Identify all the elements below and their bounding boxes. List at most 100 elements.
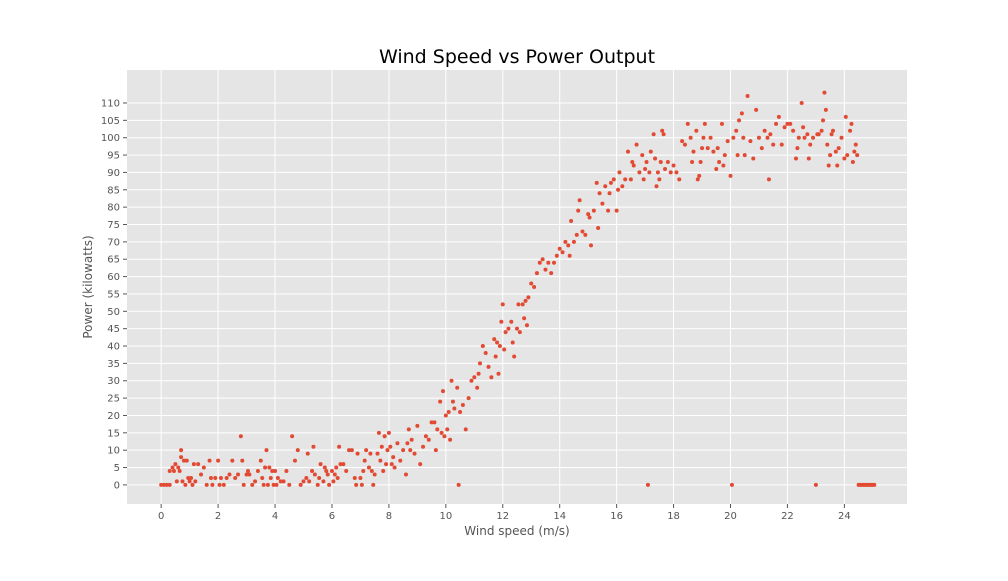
data-point [364,448,369,453]
data-point [628,177,633,182]
data-point [611,177,616,182]
data-point [510,340,515,345]
data-point [382,434,387,439]
data-point [745,94,750,99]
data-point [674,170,679,175]
data-point [190,482,195,487]
data-point [580,229,585,234]
data-point [230,458,235,463]
data-point [317,475,322,480]
data-point [714,166,719,171]
data-point [537,260,542,265]
data-point [189,475,194,480]
data-point [159,482,164,487]
data-point [378,458,383,463]
data-point [403,472,408,477]
data-point [170,465,175,470]
data-point [315,482,320,487]
data-point [543,267,548,272]
y-tick-label: 15 [107,428,120,439]
data-point [549,271,554,276]
data-point [358,475,363,480]
data-point [587,215,592,220]
data-point [171,469,176,474]
data-point [677,177,682,182]
data-point [329,469,334,474]
data-point [821,118,826,123]
x-tick-label: 18 [667,511,680,522]
data-point [261,482,266,487]
data-point [162,482,167,487]
data-point [253,479,258,484]
data-point [331,479,336,484]
data-point [645,482,650,487]
data-point [503,330,508,335]
data-point [569,219,574,224]
data-point [762,128,767,133]
data-point [376,430,381,435]
data-point [819,128,824,133]
data-point [534,271,539,276]
data-point [702,121,707,126]
data-point [354,482,359,487]
axis-ticks: 0 2 4 6 8 10 12 14 16 18 20 22 240510152025303540455… [101,98,851,522]
data-point [460,403,465,408]
y-tick-label: 70 [107,237,120,248]
data-point [247,472,252,477]
data-point [338,462,343,467]
data-point [640,153,645,158]
data-point [852,149,857,154]
data-point [603,184,608,189]
y-tick-label: 5 [114,463,120,474]
data-point [729,482,734,487]
data-point [245,469,250,474]
data-point [486,364,491,369]
data-point [728,173,733,178]
y-tick-label: 90 [107,168,120,179]
data-point [325,472,330,477]
data-point [688,135,693,140]
data-point [734,128,739,133]
data-point [690,160,695,165]
data-point [240,458,245,463]
data-point [463,427,468,432]
x-tick-label: 20 [724,511,737,522]
data-point [483,350,488,355]
data-point [432,420,437,425]
x-tick-label: 8 [386,511,392,522]
y-tick-label: 65 [107,255,120,266]
data-point [616,187,621,192]
data-point [793,156,798,161]
data-point [826,163,831,168]
data-point [452,406,457,411]
data-point [711,149,716,154]
data-point [210,482,215,487]
data-point [233,475,238,480]
data-point [657,177,662,182]
data-point [608,180,613,185]
data-point [455,385,460,390]
data-point [502,347,507,352]
data-point [843,114,848,119]
data-point [435,427,440,432]
data-point [717,160,722,165]
data-point [167,469,172,474]
data-point [791,128,796,133]
data-point [184,458,189,463]
data-point [450,399,455,404]
data-point [682,142,687,147]
data-point [796,135,801,140]
data-point [668,170,673,175]
data-point [208,475,213,480]
data-point [305,451,310,456]
y-tick-label: 85 [107,185,120,196]
data-point [721,163,726,168]
y-tick-label: 100 [101,133,120,144]
data-point [443,413,448,418]
data-point [274,482,279,487]
data-point [600,201,605,206]
data-point [512,354,517,359]
data-point [458,409,463,414]
data-point [813,482,818,487]
